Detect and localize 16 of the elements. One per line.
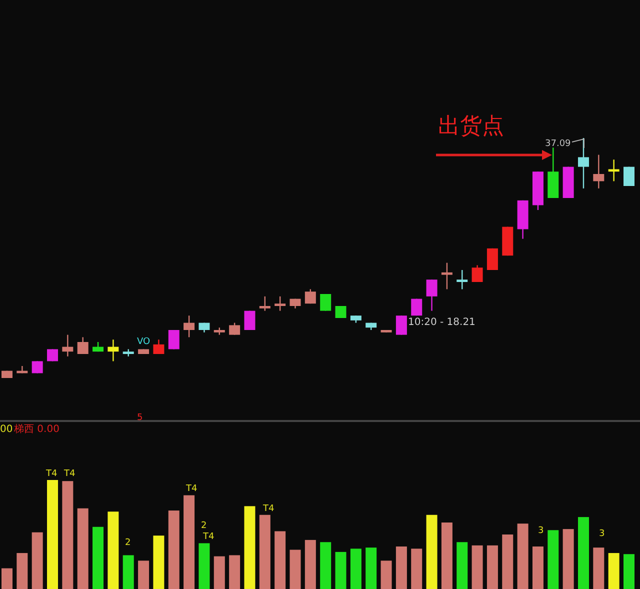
annotation: 2 (201, 521, 207, 531)
text: 00 (0, 424, 13, 435)
annotation: VO (137, 337, 150, 347)
annotation: 37.09 (545, 139, 572, 149)
annotation: 3 (599, 529, 605, 539)
text: 5 (137, 413, 143, 423)
annotation: 出货点 (438, 114, 504, 139)
text: T4 (63, 469, 76, 479)
text: 梯西 0.00 (13, 423, 60, 435)
annotation: 10:20 - 18.21 (408, 317, 476, 328)
annotation: T4 (202, 532, 214, 542)
annotation: 3 (538, 526, 544, 536)
annotation: T4 (185, 484, 198, 494)
text: T4 (45, 469, 58, 479)
annotation: T4 (262, 504, 274, 514)
annotation: 2 (125, 538, 131, 548)
